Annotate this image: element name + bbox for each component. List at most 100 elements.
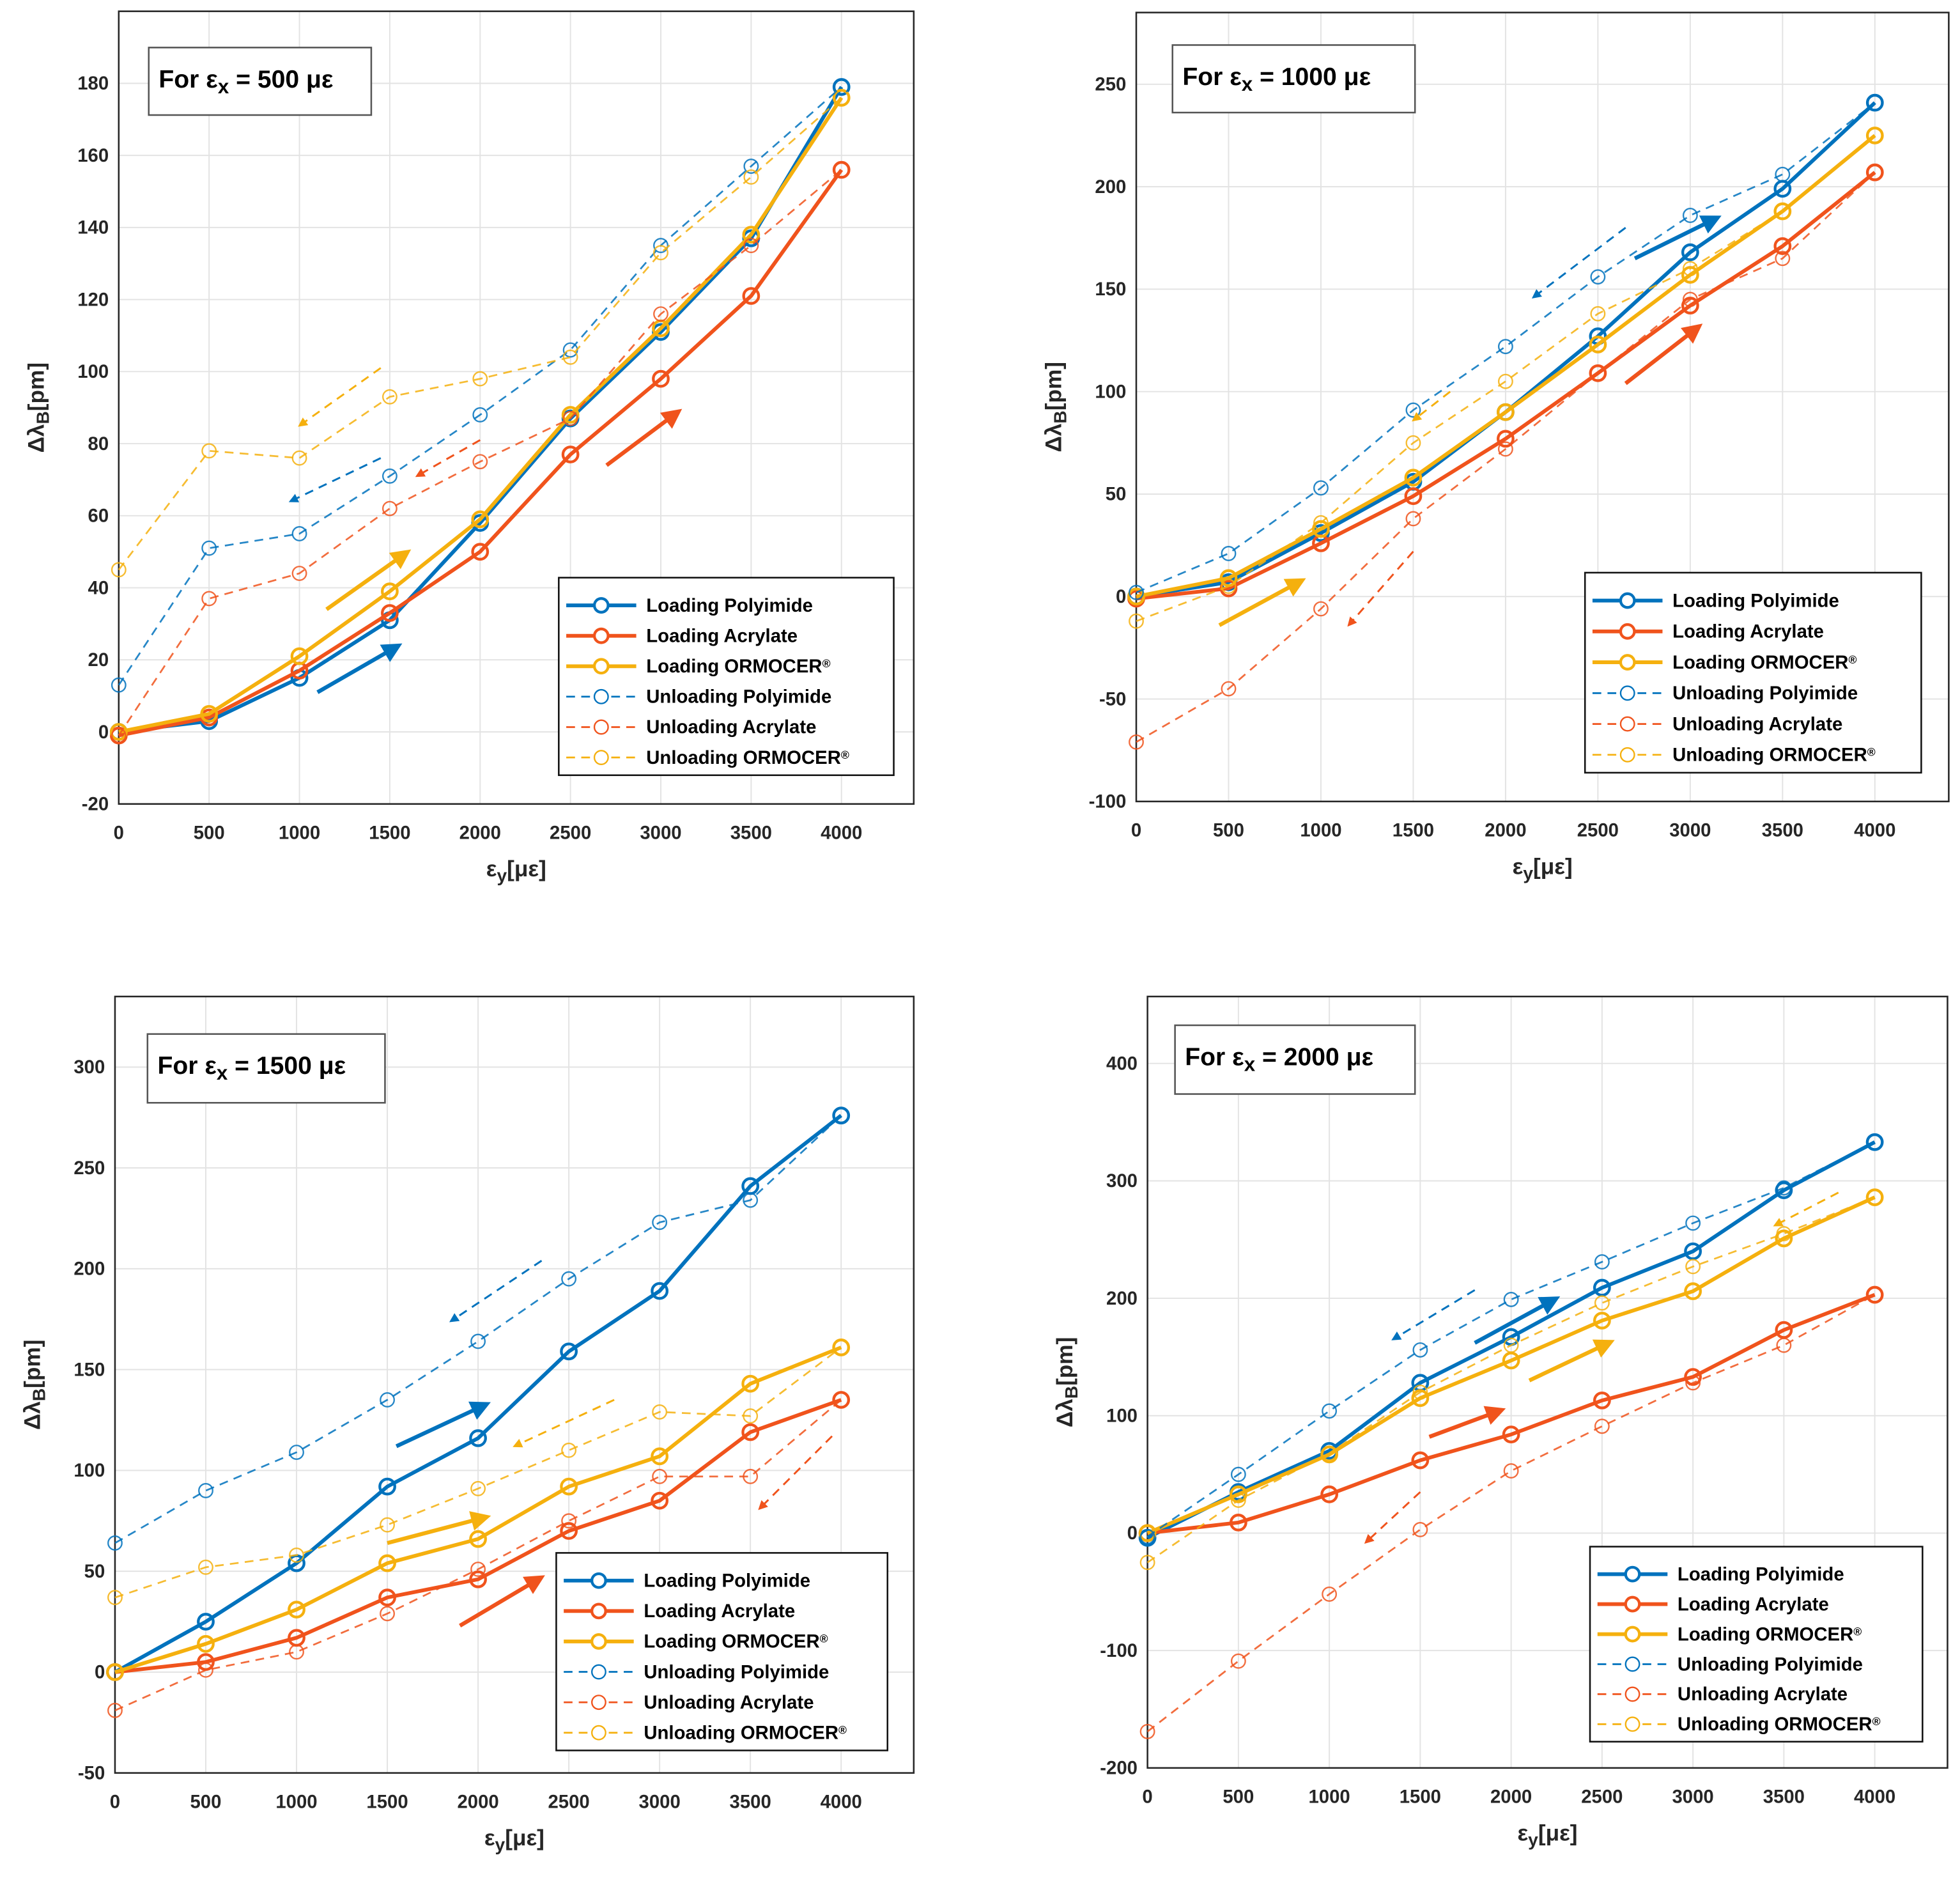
data-point bbox=[200, 704, 219, 723]
data-point bbox=[471, 510, 490, 529]
legend-item: Loading Acrylate bbox=[566, 625, 798, 646]
legend-label: Loading Acrylate bbox=[646, 625, 798, 646]
data-point bbox=[1221, 546, 1237, 561]
data-point bbox=[1867, 128, 1883, 143]
data-point bbox=[743, 1408, 759, 1424]
data-point bbox=[1221, 578, 1237, 594]
data-point bbox=[1127, 587, 1145, 606]
data-point bbox=[1139, 1723, 1155, 1739]
annotation-text-part: x bbox=[218, 75, 229, 98]
x-axis-label-part: ε bbox=[1513, 854, 1524, 879]
data-point bbox=[1590, 306, 1606, 322]
data-point bbox=[472, 407, 488, 423]
x-tick-label: 4000 bbox=[1854, 820, 1895, 841]
data-point bbox=[198, 1662, 213, 1678]
x-axis-label-part: [με] bbox=[1533, 854, 1573, 879]
legend-label: Unloading Acrylate bbox=[1678, 1684, 1848, 1705]
data-point bbox=[1313, 515, 1329, 531]
y-tick-label: 100 bbox=[1106, 1406, 1138, 1427]
data-point bbox=[1412, 1522, 1428, 1537]
chart-panel-ex-2000: 0 500 1000 1500 2000 2500 3000 3500 4000-200-100… bbox=[1053, 995, 1948, 1850]
legend-label-part: Loading Polyimide bbox=[644, 1571, 810, 1592]
y-tick-label: 250 bbox=[1095, 74, 1126, 95]
legend-label: Loading Polyimide bbox=[646, 595, 813, 616]
data-point bbox=[1593, 1312, 1611, 1330]
legend: Loading Polyimide Loading Acrylate Loading… bbox=[1584, 571, 1922, 774]
annotation-text-part: x bbox=[1242, 73, 1253, 95]
legend-item: Unloading ORMOCER® bbox=[1597, 1714, 1881, 1735]
axes-frame bbox=[1146, 995, 1948, 1769]
legend-marker-swatch bbox=[592, 627, 610, 644]
data-point bbox=[1129, 734, 1144, 750]
series-line-unloading-acrylate bbox=[1136, 171, 1876, 743]
legend-item: Loading Polyimide bbox=[566, 595, 813, 616]
annotation-box bbox=[1174, 1024, 1416, 1095]
legend-label-part: ® bbox=[1872, 1715, 1881, 1728]
legend-item: Loading Acrylate bbox=[1592, 621, 1824, 642]
data-point bbox=[1775, 1321, 1793, 1339]
x-tick-label: 2500 bbox=[550, 823, 591, 844]
legend-label: Loading ORMOCER® bbox=[1678, 1624, 1862, 1645]
y-axis-label: ΔλB[pm] bbox=[24, 362, 52, 453]
legend-marker-swatch bbox=[1624, 1565, 1641, 1583]
data-point bbox=[1685, 1215, 1701, 1231]
data-point bbox=[111, 727, 127, 743]
legend-item: Unloading Acrylate bbox=[1592, 713, 1842, 734]
legend-marker-swatch bbox=[590, 1572, 607, 1589]
data-point bbox=[1129, 613, 1144, 629]
series-line-loading-ormocer bbox=[1146, 1195, 1876, 1535]
data-point bbox=[201, 591, 217, 607]
legend-marker-swatch bbox=[1619, 654, 1636, 671]
data-point bbox=[198, 1559, 213, 1575]
data-point bbox=[289, 1644, 304, 1660]
data-point bbox=[1867, 95, 1883, 111]
data-point bbox=[1503, 1291, 1519, 1307]
annotation-box bbox=[148, 47, 373, 116]
direction-arrow bbox=[1531, 227, 1626, 299]
y-tick-label: 0 bbox=[95, 1662, 105, 1683]
data-point bbox=[833, 1340, 849, 1355]
legend-label-part: Loading Polyimide bbox=[1678, 1564, 1844, 1585]
data-point bbox=[1593, 1278, 1611, 1297]
data-point bbox=[653, 245, 668, 261]
legend-label-part: ® bbox=[838, 1723, 847, 1736]
legend-box bbox=[558, 577, 895, 777]
data-point bbox=[1322, 1587, 1338, 1602]
legend-label: Unloading ORMOCER® bbox=[1678, 1714, 1881, 1735]
data-point bbox=[381, 582, 399, 601]
legend-marker-swatch bbox=[592, 597, 610, 614]
data-point bbox=[378, 1477, 396, 1496]
y-tick-label: 40 bbox=[88, 577, 109, 598]
legend-marker-swatch bbox=[1624, 1656, 1640, 1672]
data-point bbox=[1404, 487, 1423, 506]
x-tick-label: 0 bbox=[114, 823, 124, 844]
x-tick-label: 4000 bbox=[1854, 1787, 1895, 1808]
y-tick-label: 200 bbox=[1106, 1288, 1138, 1309]
data-point bbox=[1593, 1391, 1611, 1409]
legend-label: Loading Polyimide bbox=[1678, 1564, 1844, 1585]
x-axis-label-part: y bbox=[1528, 1830, 1538, 1850]
data-point bbox=[378, 1554, 396, 1572]
legend-label: Unloading Polyimide bbox=[1678, 1654, 1863, 1675]
legend-label: Unloading Acrylate bbox=[646, 717, 816, 738]
data-point bbox=[1497, 403, 1515, 421]
series-line-loading-acrylate bbox=[114, 1398, 842, 1674]
data-point bbox=[1685, 1375, 1701, 1391]
data-point bbox=[1229, 1514, 1247, 1532]
data-point bbox=[1411, 1451, 1430, 1470]
annotation-text: For εx = 1000 με bbox=[1182, 63, 1371, 95]
series-line-loading-acrylate bbox=[118, 168, 844, 738]
data-point bbox=[382, 501, 397, 516]
y-axis-label-part: B bbox=[29, 1388, 49, 1401]
direction-arrow bbox=[1391, 1289, 1476, 1340]
data-point bbox=[1681, 266, 1699, 284]
x-axis-label: εy[με] bbox=[1513, 854, 1573, 883]
data-point bbox=[743, 169, 759, 185]
legend-item: Loading Polyimide bbox=[1592, 590, 1839, 611]
annotation-text-part: For ε bbox=[157, 1052, 216, 1080]
x-axis-label-part: [με] bbox=[1538, 1820, 1578, 1845]
direction-arrow bbox=[387, 1511, 491, 1546]
legend-label-part: Unloading Polyimide bbox=[644, 1661, 829, 1682]
legend-label-part: ® bbox=[841, 749, 849, 761]
data-point bbox=[1684, 1368, 1702, 1386]
